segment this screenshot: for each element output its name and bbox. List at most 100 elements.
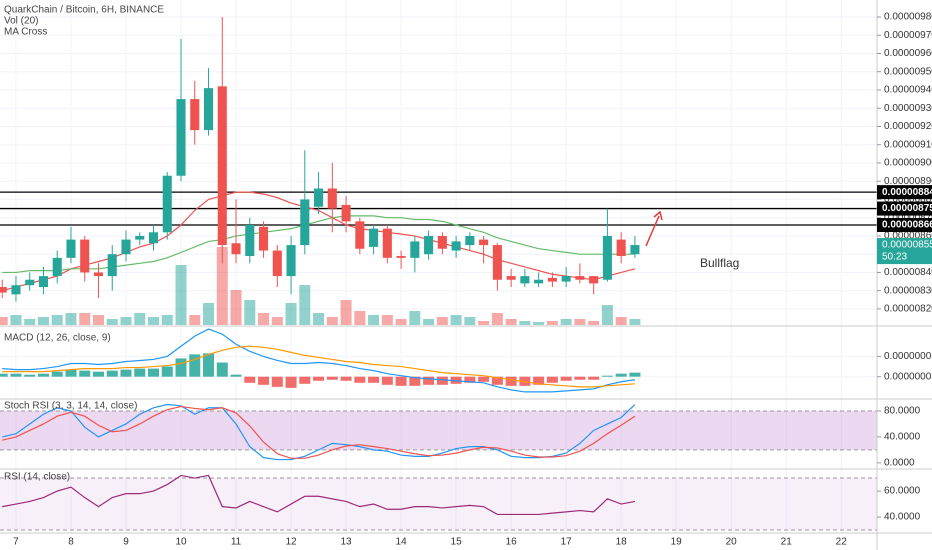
y-tick-label: 40.0000: [884, 512, 921, 523]
y-tick-label: 0.00000900: [884, 158, 932, 169]
volume-bar: [258, 313, 270, 325]
x-tick-label: 12: [285, 537, 297, 548]
histogram-bar: [285, 376, 297, 388]
histogram-bar: [92, 371, 104, 377]
candle-body: [259, 226, 269, 251]
candle-body: [66, 239, 76, 258]
series-line: [2, 474, 636, 516]
volume-bar: [230, 290, 242, 325]
volume-bar: [519, 321, 531, 325]
x-tick-label: 7: [13, 537, 19, 548]
volume-bar: [505, 319, 517, 325]
histogram-bar: [216, 362, 228, 377]
x-tick-label: 15: [451, 537, 463, 548]
histogram-bar: [148, 368, 160, 377]
volume-bar: [423, 319, 435, 325]
candle-body: [424, 235, 434, 255]
histogram-bar: [409, 376, 421, 386]
candle-body: [217, 86, 227, 246]
indicator-label: MA Cross: [4, 27, 47, 38]
band: [0, 478, 877, 531]
volume-bar: [601, 305, 613, 325]
histogram-bar: [395, 376, 407, 386]
candle-body: [286, 245, 296, 277]
histogram-bar: [601, 375, 613, 377]
x-tick-label: 19: [671, 537, 683, 548]
x-tick-label: 13: [341, 537, 353, 548]
last-price-tag: [877, 238, 932, 265]
volume-bar: [395, 319, 407, 325]
x-tick-label: 22: [836, 537, 848, 548]
volume-bar: [24, 319, 36, 325]
histogram-bar: [0, 373, 8, 377]
volume-bar: [203, 303, 215, 325]
volume-bar: [51, 315, 63, 325]
volume-bar: [313, 313, 325, 325]
candle-body: [52, 257, 62, 277]
y-tick-label: 0.00000970: [884, 30, 932, 41]
candle-body: [410, 241, 420, 258]
volume-bar: [134, 313, 146, 325]
price-tag: [877, 218, 932, 232]
histogram-bar: [203, 353, 215, 377]
volume-bar: [271, 317, 283, 325]
candle-body: [245, 225, 255, 257]
volume-bar: [409, 311, 421, 325]
series-line: [2, 345, 635, 388]
volume-bar: [175, 265, 187, 325]
y-tick-label: 0.00000820: [884, 304, 932, 315]
pane-title: RSI (14, close): [4, 472, 70, 483]
volume-bar: [189, 315, 201, 325]
histogram-bar: [51, 371, 63, 377]
volume-bar: [574, 319, 586, 325]
x-tick-label: 17: [561, 537, 573, 548]
histogram-bar: [326, 376, 338, 380]
series-line: [2, 405, 636, 459]
x-tick-label: 14: [396, 537, 408, 548]
volume-bar: [326, 317, 338, 325]
candle-body: [547, 277, 557, 282]
y-tick-label: 0.00000960: [884, 48, 932, 59]
histogram-bar: [24, 374, 36, 377]
price-tag-label: 0.00000884: [882, 187, 932, 198]
histogram-bar: [423, 376, 435, 385]
candle-body: [382, 228, 392, 258]
histogram-bar: [37, 373, 49, 377]
volume-bar: [533, 322, 545, 325]
candle-body: [369, 228, 379, 247]
candle-body: [437, 235, 447, 249]
histogram-bar: [258, 376, 270, 385]
histogram-bar: [368, 376, 380, 383]
candle-body: [396, 256, 406, 258]
y-tick-label: 0.0000000: [884, 351, 932, 362]
histogram-bar: [533, 376, 545, 385]
y-tick-label: 0.00000840: [884, 267, 932, 278]
candle-body: [520, 276, 530, 284]
histogram-bar: [313, 376, 325, 381]
last-price-label: 0.00000855: [882, 240, 932, 251]
x-tick-label: 18: [616, 537, 628, 548]
histogram-bar: [478, 376, 490, 382]
volume-bar: [436, 317, 448, 325]
candle-body: [203, 88, 214, 131]
y-tick-label: 0.00000940: [884, 85, 932, 96]
candle-body: [231, 243, 241, 255]
pane-title: Stoch RSI (3, 3, 14, 14, close): [4, 401, 137, 412]
volume-bar: [285, 303, 297, 325]
histogram-bar: [354, 376, 366, 383]
x-tick-label: 16: [506, 537, 518, 548]
candle-body: [135, 235, 145, 240]
candle-body: [327, 188, 337, 209]
histogram-bar: [120, 369, 132, 377]
volume-bar: [0, 317, 8, 325]
volume-bar: [381, 315, 393, 325]
candle-body: [107, 254, 117, 277]
histogram-bar: [299, 376, 311, 384]
volume-bar: [478, 321, 490, 325]
candle-body: [575, 276, 585, 280]
candle-body: [314, 188, 324, 207]
volume-bar: [491, 313, 503, 325]
y-tick-label: 0.0000000: [884, 371, 932, 382]
candle-body: [616, 239, 626, 257]
price-tag: [877, 201, 932, 216]
